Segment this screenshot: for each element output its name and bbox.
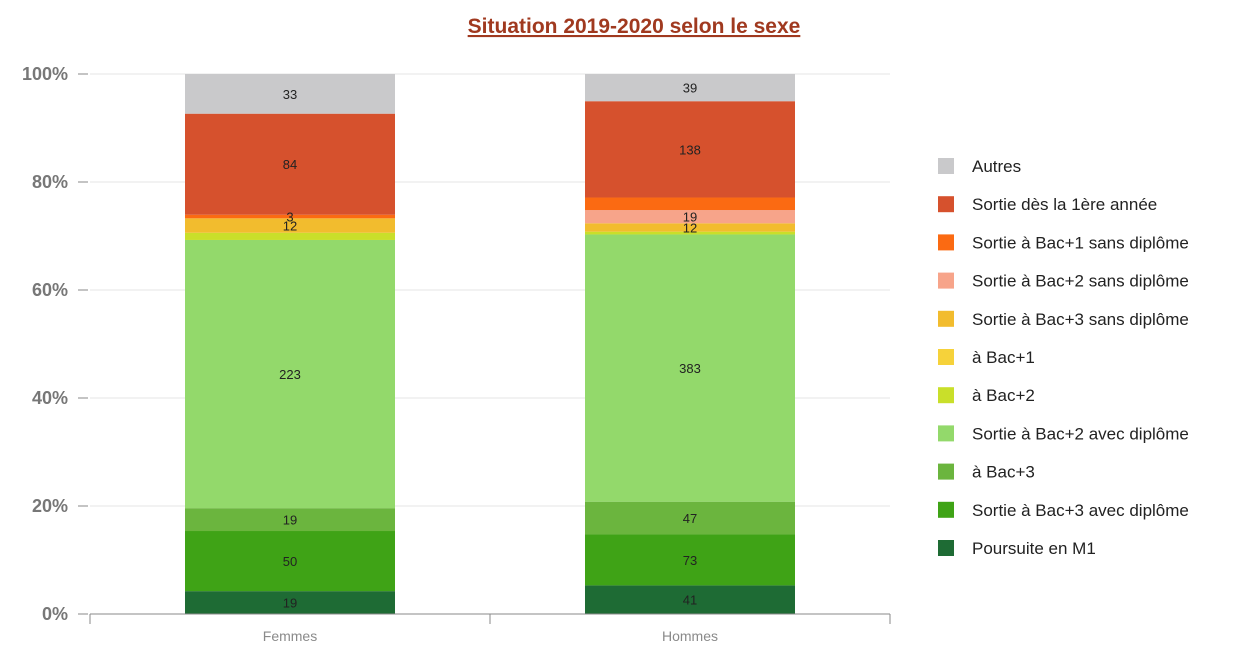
legend-swatch (938, 196, 954, 213)
legend-label: Autres (972, 157, 1021, 176)
bar-segment-hommes-sortie-a-bac-2-avec-diplome[interactable] (585, 234, 795, 502)
legend-item-sortie-a-bac-3-sans-diplome[interactable]: Sortie à Bac+3 sans diplôme (938, 310, 1189, 329)
x-axis: Femmes Hommes (89, 613, 891, 644)
y-tick-label: 40% (32, 388, 68, 408)
legend-label: à Bac+3 (972, 463, 1035, 482)
legend-label: Sortie à Bac+1 sans diplôme (972, 233, 1189, 252)
data-label-femmes-sortie-a-bac-1-sans-diplome: 3 (286, 210, 293, 225)
legend-swatch (938, 158, 954, 174)
legend-label: à Bac+1 (972, 348, 1035, 367)
bar-segment-femmes-a-bac-3[interactable] (185, 508, 395, 532)
legend-label: Sortie à Bac+3 avec diplôme (972, 501, 1189, 520)
bar-segment-femmes-sortie-a-bac-2-avec-diplome[interactable] (185, 239, 395, 509)
legend-item-autres[interactable]: Autres (938, 157, 1021, 176)
y-axis: 0% 20% 40% 60% 80% 100% (22, 64, 88, 624)
chart-title: Situation 2019-2020 selon le sexe (468, 15, 801, 38)
legend-label: Sortie à Bac+2 avec diplôme (972, 424, 1189, 443)
bar-segment-hommes-autres[interactable] (585, 74, 795, 102)
data-label-hommes-autres: 39 (683, 81, 697, 96)
bar-segment-hommes-sortie-a-bac-2-sans-diplome[interactable] (585, 210, 795, 224)
bar-segment-femmes-sortie-a-bac-3-avec-diplome[interactable] (185, 531, 395, 592)
legend-item-sortie-a-bac-2-sans-diplome[interactable]: Sortie à Bac+2 sans diplôme (938, 272, 1189, 291)
data-label-femmes-a-bac-3: 19 (283, 513, 297, 528)
legend-label: Sortie à Bac+2 sans diplôme (972, 272, 1189, 291)
y-tick-label: 100% (22, 64, 68, 84)
legend-item-sortie-a-bac-1-sans-diplome[interactable]: Sortie à Bac+1 sans diplôme (938, 233, 1189, 252)
legend-item-poursuite-en-m1[interactable]: Poursuite en M1 (938, 539, 1096, 558)
x-tick-label-hommes: Hommes (662, 628, 718, 644)
data-label-hommes-sortie-a-bac-2-avec-diplome: 383 (679, 361, 701, 376)
legend-swatch (938, 272, 954, 289)
y-tick-label: 0% (42, 604, 68, 624)
legend-swatch (938, 387, 954, 404)
legend-item-sortie-a-bac-2-avec-diplome[interactable]: Sortie à Bac+2 avec diplôme (938, 424, 1189, 443)
y-tick-label: 60% (32, 280, 68, 300)
data-label-femmes-autres: 33 (283, 87, 297, 102)
legend: Autres Sortie dès la 1ère année Sortie à B… (938, 157, 1189, 558)
legend-swatch (938, 310, 954, 327)
legend-swatch (938, 234, 954, 251)
legend-item-sortie-a-bac-3-avec-diplome[interactable]: Sortie à Bac+3 avec diplôme (938, 501, 1189, 520)
legend-item-a-bac-3[interactable]: à Bac+3 (938, 463, 1035, 482)
legend-label: Poursuite en M1 (972, 539, 1096, 558)
y-tick-label: 20% (32, 496, 68, 516)
data-label-hommes-sortie-a-bac-3-avec-diplome: 73 (683, 553, 697, 568)
y-tick-label: 80% (32, 172, 68, 192)
bar-segment-femmes-sortie-a-bac-3-sans-diplome[interactable] (185, 218, 395, 233)
bar-segment-hommes-sortie-a-bac-1-sans-diplome[interactable] (585, 197, 795, 211)
data-label-hommes-poursuite-en-m1: 41 (683, 593, 697, 608)
legend-item-sortie-des-la-1ere-annee[interactable]: Sortie dès la 1ère année (938, 195, 1157, 214)
data-label-femmes-poursuite-en-m1: 19 (283, 596, 297, 611)
bar-segment-femmes-poursuite-en-m1[interactable] (185, 591, 395, 614)
bar-segment-femmes-sortie-des-la-1ere-annee[interactable] (185, 113, 395, 215)
legend-swatch (938, 425, 954, 442)
data-label-femmes-sortie-a-bac-3-avec-diplome: 50 (283, 554, 297, 569)
legend-swatch (938, 463, 954, 480)
data-label-hommes-sortie-a-bac-2-sans-diplome: 19 (683, 210, 697, 225)
data-label-femmes-sortie-des-la-1ere-annee: 84 (283, 157, 297, 172)
legend-label: Sortie dès la 1ère année (972, 195, 1157, 214)
x-tick-label-femmes: Femmes (263, 628, 317, 644)
legend-swatch (938, 540, 954, 556)
legend-label: Sortie à Bac+3 sans diplôme (972, 310, 1189, 329)
legend-item-a-bac-1[interactable]: à Bac+1 (938, 348, 1035, 367)
bar-segment-hommes-a-bac-2[interactable] (585, 231, 795, 235)
bar-segment-hommes-a-bac-3[interactable] (585, 501, 795, 535)
bar-segment-femmes-a-bac-2[interactable] (185, 232, 395, 240)
data-label-hommes-sortie-des-la-1ere-annee: 138 (679, 142, 701, 157)
bar-segment-hommes-sortie-a-bac-3-avec-diplome[interactable] (585, 534, 795, 586)
legend-item-a-bac-2[interactable]: à Bac+2 (938, 386, 1035, 405)
bar-segment-hommes-sortie-a-bac-3-sans-diplome[interactable] (585, 223, 795, 232)
legend-swatch (938, 349, 954, 365)
data-label-femmes-sortie-a-bac-3-sans-diplome: 12 (283, 219, 297, 234)
bar-segment-femmes-autres[interactable] (185, 74, 395, 114)
bar-segment-femmes-sortie-a-bac-1-sans-diplome[interactable] (185, 214, 395, 219)
bar-segment-hommes-sortie-des-la-1ere-annee[interactable] (585, 101, 795, 198)
legend-label: à Bac+2 (972, 386, 1035, 405)
data-label-hommes-sortie-a-bac-3-sans-diplome: 12 (683, 220, 697, 235)
legend-swatch (938, 501, 954, 518)
data-label-hommes-a-bac-3: 47 (683, 511, 697, 526)
data-label-femmes-sortie-a-bac-2-avec-diplome: 223 (279, 367, 301, 382)
bar-segment-hommes-poursuite-en-m1[interactable] (585, 585, 795, 614)
